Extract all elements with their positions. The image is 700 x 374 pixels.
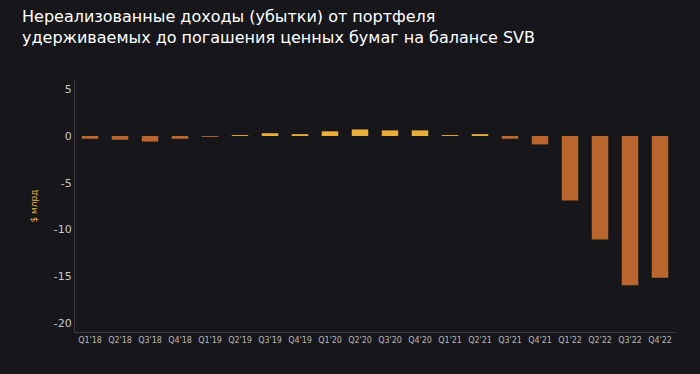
svg-text:Q4'22: Q4'22 — [648, 336, 672, 345]
svg-text:Q1'22: Q1'22 — [558, 336, 582, 345]
svg-text:-5: -5 — [61, 177, 72, 190]
svg-text:Q3'19: Q3'19 — [258, 336, 282, 345]
svg-text:Нереализованные доходы (убытки: Нереализованные доходы (убытки) от портф… — [22, 7, 535, 47]
svg-text:Q2'20: Q2'20 — [348, 336, 372, 345]
svg-text:-10: -10 — [54, 223, 72, 236]
svg-text:Q4'21: Q4'21 — [528, 336, 552, 345]
svg-text:Q1'19: Q1'19 — [198, 336, 222, 345]
svg-text:Q4'19: Q4'19 — [288, 336, 312, 345]
svg-text:Q2'19: Q2'19 — [228, 336, 252, 345]
svg-text:5: 5 — [65, 83, 72, 96]
svg-text:$ млрд: $ млрд — [29, 189, 39, 222]
svg-text:Q1'21: Q1'21 — [438, 336, 462, 345]
svg-text:-15: -15 — [54, 270, 72, 283]
svg-text:Q3'18: Q3'18 — [138, 336, 162, 345]
svg-text:Q1'18: Q1'18 — [78, 336, 102, 345]
svg-text:Q4'18: Q4'18 — [168, 336, 192, 345]
svg-text:-20: -20 — [54, 317, 72, 330]
svg-text:Q2'18: Q2'18 — [108, 336, 132, 345]
svg-text:Q4'20: Q4'20 — [408, 336, 432, 345]
svg-text:Q3'20: Q3'20 — [378, 336, 402, 345]
svg-text:Q3'22: Q3'22 — [618, 336, 642, 345]
svg-text:Q2'21: Q2'21 — [468, 336, 492, 345]
svg-text:0: 0 — [65, 130, 72, 143]
svg-text:Q1'20: Q1'20 — [318, 336, 342, 345]
svg-text:Q2'22: Q2'22 — [588, 336, 612, 345]
svg-text:Q3'21: Q3'21 — [498, 336, 522, 345]
